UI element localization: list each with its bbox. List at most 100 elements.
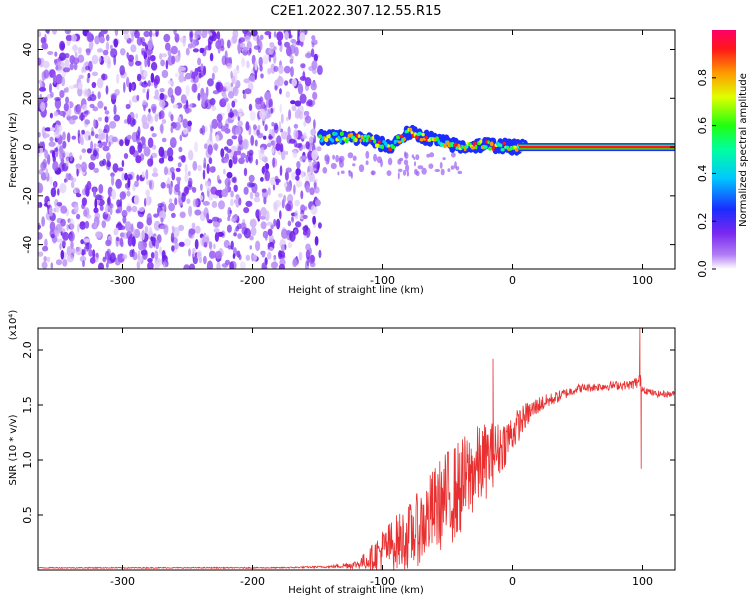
noise-blob	[247, 49, 252, 56]
noise-blob	[279, 210, 282, 220]
noise-blob	[62, 67, 71, 73]
noise-blob	[295, 221, 302, 228]
noise-blob	[73, 203, 79, 214]
noise-blob	[136, 261, 141, 269]
noise-blob	[257, 124, 261, 130]
noise-blob	[245, 200, 253, 207]
noise-blob	[312, 99, 316, 106]
noise-blob	[148, 108, 151, 113]
noise-blob	[134, 180, 140, 188]
noise-blob	[229, 261, 234, 269]
noise-blob	[249, 191, 254, 200]
noise-blob	[167, 80, 173, 85]
noise-blob	[187, 120, 192, 127]
noise-blob	[79, 255, 87, 263]
noise-blob	[191, 186, 197, 193]
noise-blob	[226, 62, 233, 69]
noise-blob	[264, 124, 268, 132]
noise-blob	[201, 125, 206, 136]
noise-blob	[324, 155, 327, 162]
spectrogram-plot	[38, 30, 675, 269]
noise-blob	[294, 199, 300, 207]
noise-blob	[53, 111, 59, 117]
signal-peak	[397, 140, 402, 144]
noise-blob	[202, 201, 210, 206]
noise-blob	[160, 182, 166, 189]
noise-blob	[283, 194, 287, 203]
noise-blob	[158, 99, 166, 108]
noise-blob	[270, 63, 276, 74]
noise-blob	[98, 184, 104, 194]
signal-peak	[489, 141, 494, 147]
noise-blob	[86, 31, 93, 42]
noise-blob	[154, 89, 159, 97]
noise-blob	[312, 215, 316, 225]
noise-blob	[116, 73, 120, 84]
noise-blob	[271, 122, 275, 127]
noise-blob	[136, 174, 140, 182]
signal-peak	[454, 142, 458, 148]
noise-blob	[231, 35, 238, 44]
noise-blob	[39, 146, 44, 154]
noise-blob	[166, 183, 171, 189]
noise-blob	[224, 177, 231, 187]
y-tick-label: -40	[21, 236, 34, 254]
noise-blob	[113, 104, 117, 115]
noise-blob	[110, 93, 118, 100]
noise-blob	[230, 240, 234, 250]
noise-blob	[259, 65, 263, 72]
noise-blob	[81, 129, 85, 135]
noise-blob	[62, 259, 68, 267]
x-tick-label: 100	[632, 575, 653, 588]
noise-blob	[47, 200, 51, 206]
noise-blob	[59, 90, 65, 98]
noise-blob	[41, 216, 45, 227]
noise-blob	[207, 30, 211, 35]
signal-peak	[324, 137, 329, 143]
snr-series-line	[38, 328, 675, 570]
noise-blob	[192, 75, 199, 84]
noise-blob	[179, 134, 183, 141]
noise-blob	[221, 55, 227, 66]
signal-peak	[502, 141, 507, 145]
signal-peak	[479, 139, 483, 144]
noise-blob	[267, 228, 273, 236]
spectrogram-x-ticks: -300 -200 -100 0 100	[110, 30, 653, 287]
noise-blob	[238, 157, 245, 165]
noise-blob	[227, 216, 231, 222]
x-tick-label: 0	[509, 575, 516, 588]
noise-blob	[128, 82, 132, 93]
noise-blob	[92, 106, 99, 112]
noise-blob	[318, 249, 322, 259]
noise-blob	[114, 30, 119, 36]
signal-peak	[442, 143, 447, 149]
noise-blob	[132, 227, 136, 238]
signal-peak	[513, 145, 517, 150]
noise-blob	[286, 184, 292, 193]
noise-blob	[292, 150, 298, 159]
noise-blob	[188, 248, 191, 257]
noise-blob	[160, 217, 164, 223]
noise-blob	[404, 152, 409, 160]
noise-blob	[129, 226, 134, 234]
noise-blob	[53, 182, 57, 190]
noise-blob	[332, 154, 335, 160]
noise-blob	[325, 160, 330, 165]
noise-blob	[206, 163, 210, 175]
noise-blob	[150, 236, 154, 242]
noise-blob	[98, 133, 104, 141]
noise-blob	[294, 210, 299, 220]
noise-blob	[317, 222, 322, 229]
noise-blob	[279, 88, 282, 95]
noise-blob	[48, 207, 54, 217]
noise-blob	[253, 254, 257, 261]
noise-blob	[94, 221, 98, 228]
noise-blob	[104, 250, 110, 260]
noise-blob	[85, 110, 90, 115]
noise-blob	[260, 73, 264, 79]
noise-blob	[49, 83, 52, 94]
noise-blob	[178, 146, 183, 153]
noise-blob	[348, 170, 353, 177]
noise-blob	[145, 195, 152, 206]
noise-blob	[57, 188, 60, 196]
